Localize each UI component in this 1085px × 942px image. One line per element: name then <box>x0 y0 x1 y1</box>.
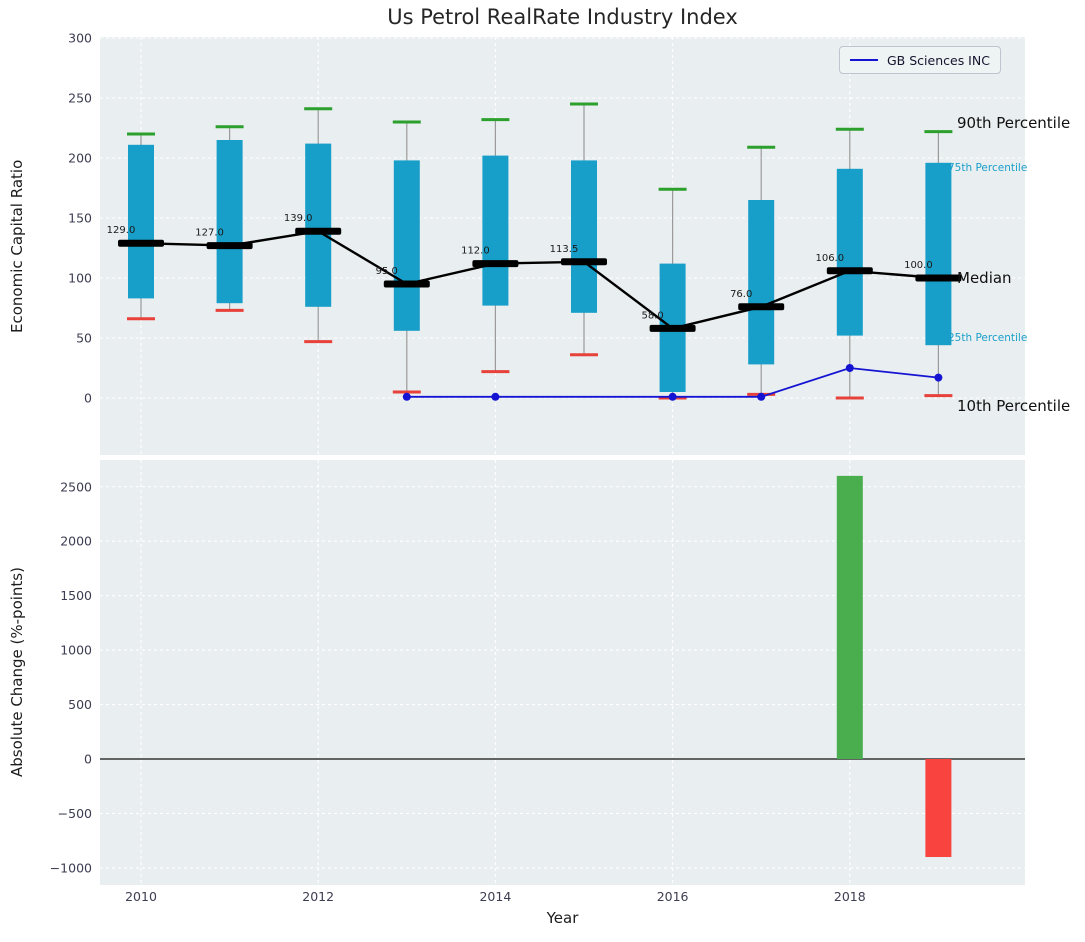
median-marker <box>295 227 342 235</box>
x-tick-label: 2018 <box>834 889 866 904</box>
top-y-axis-label: Economic Capital Ratio <box>8 159 26 333</box>
y-tick-label: 2500 <box>60 479 92 494</box>
median-marker <box>383 280 430 288</box>
company-point <box>934 373 943 382</box>
company-point <box>845 364 854 372</box>
y-tick-label: 2000 <box>60 534 92 549</box>
median-value-label: 129.0 <box>107 225 136 236</box>
x-axis-label: Year <box>546 909 579 927</box>
median-value-label: 95.0 <box>376 266 398 277</box>
iqr-box <box>128 144 154 299</box>
bottom-plot-background <box>100 460 1025 885</box>
median-line <box>140 229 939 330</box>
median-value-label: 100.0 <box>904 260 933 271</box>
change-bar-2019 <box>925 759 952 858</box>
legend-label: GB Sciences INC <box>887 52 990 68</box>
change-bar-2018 <box>836 475 863 759</box>
median-marker <box>206 242 253 250</box>
annotation-p25: 25th Percentile <box>948 332 1028 344</box>
median-value-label: 106.0 <box>815 253 844 264</box>
median-marker <box>472 260 519 268</box>
chart-title: Us Petrol RealRate Industry Index <box>387 5 738 29</box>
y-tick-label: 200 <box>68 151 92 166</box>
median-marker <box>915 274 962 282</box>
annotation-p10: 10th Percentile <box>957 397 1071 415</box>
top-plot-background <box>100 37 1025 455</box>
company-point <box>402 392 411 401</box>
company-point <box>757 392 766 401</box>
company-point <box>491 392 500 401</box>
median-marker <box>561 258 607 266</box>
iqr-box <box>216 140 243 304</box>
median-value-label: 76.0 <box>730 289 752 300</box>
company-point <box>668 392 677 401</box>
x-tick-label: 2012 <box>302 889 334 904</box>
annotation-median: Median <box>957 269 1012 287</box>
company-line <box>406 367 939 398</box>
iqr-box <box>482 155 509 306</box>
median-value-label: 112.0 <box>461 246 490 257</box>
median-marker <box>649 324 696 332</box>
iqr-box <box>393 160 420 331</box>
y-tick-label: 500 <box>68 697 92 712</box>
iqr-box <box>748 200 775 365</box>
legend-line-sample <box>850 59 878 61</box>
y-tick-label: 300 <box>68 31 92 46</box>
median-marker <box>118 239 164 247</box>
y-tick-label: 1500 <box>60 588 92 603</box>
y-tick-label: −1000 <box>50 860 92 875</box>
iqr-box <box>571 160 597 313</box>
y-tick-label: 150 <box>68 211 92 226</box>
y-tick-label: 0 <box>84 752 92 767</box>
x-tick-label: 2010 <box>125 889 157 904</box>
median-value-label: 113.5 <box>550 244 579 255</box>
bottom-y-axis-label: Absolute Change (%-points) <box>8 567 26 778</box>
y-tick-label: 0 <box>84 391 92 406</box>
y-tick-label: 250 <box>68 91 92 106</box>
iqr-box <box>305 143 332 307</box>
x-tick-label: 2016 <box>657 889 689 904</box>
iqr-box <box>836 168 863 336</box>
y-tick-label: 100 <box>68 271 92 286</box>
annotation-p90: 90th Percentile <box>957 114 1071 132</box>
legend: GB Sciences INC <box>839 46 1001 74</box>
median-value-label: 58.0 <box>641 310 663 321</box>
y-tick-label: 1000 <box>60 643 92 658</box>
y-tick-label: −500 <box>58 806 92 821</box>
x-tick-label: 2014 <box>479 889 511 904</box>
annotation-p75: 75th Percentile <box>948 162 1028 174</box>
y-tick-label: 50 <box>76 331 92 346</box>
median-value-label: 127.0 <box>195 228 224 239</box>
median-value-label: 139.0 <box>284 213 313 224</box>
median-marker <box>826 267 873 275</box>
median-marker <box>738 303 785 311</box>
iqr-box <box>925 162 952 346</box>
